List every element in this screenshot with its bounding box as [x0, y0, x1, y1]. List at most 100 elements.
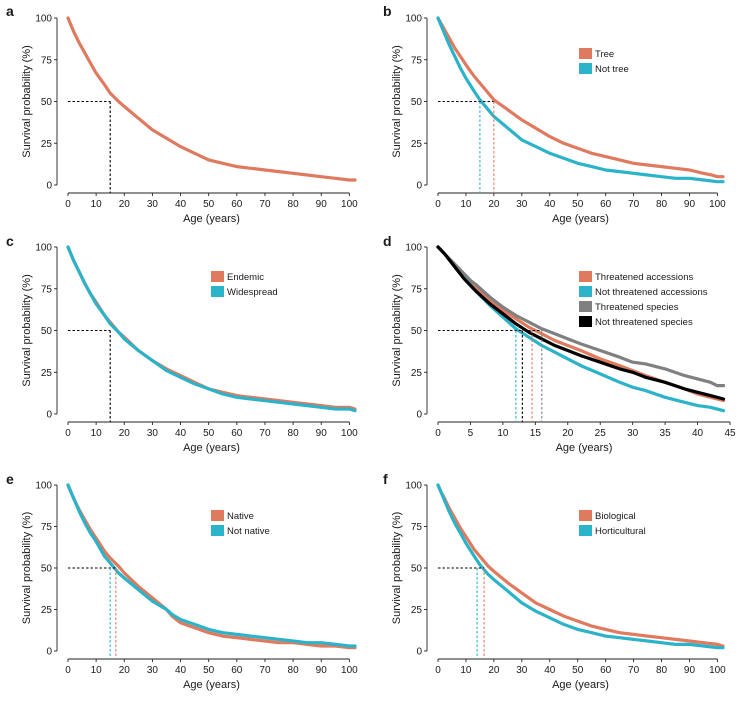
x-tick-label: 20 — [488, 665, 500, 676]
x-tick-label: 50 — [572, 665, 584, 676]
y-tick-label: 50 — [411, 564, 423, 575]
legend-label: Endemic — [227, 272, 264, 283]
legend: Biological Horticultural — [579, 510, 646, 537]
legend-swatch — [211, 271, 224, 282]
y-tick-label: 0 — [416, 181, 422, 192]
x-tick-label: 90 — [684, 199, 696, 210]
x-tick-label: 50 — [203, 428, 215, 439]
panel-d: d 0 5 10 15 20 25 30 35 40 45 0 25 50 75 100 Age (years)… — [383, 233, 736, 454]
legend: Tree Not tree — [579, 48, 629, 75]
x-axis-title: Age (years) — [556, 442, 613, 454]
x-tick-label: 70 — [628, 665, 640, 676]
x-tick-label: 30 — [516, 665, 528, 676]
x-tick-label: 100 — [341, 199, 358, 210]
x-tick-label: 70 — [259, 428, 271, 439]
legend-swatch — [211, 525, 224, 536]
y-tick-label: 0 — [416, 647, 422, 658]
legend-swatch — [579, 316, 592, 327]
y-tick-label: 25 — [411, 605, 423, 616]
series-line-not-threatened-species — [436, 245, 726, 401]
legend-swatch — [579, 510, 592, 521]
y-tick-label: 100 — [405, 14, 422, 25]
y-tick-label: 25 — [41, 605, 53, 616]
x-tick-label: 40 — [175, 428, 187, 439]
y-tick-label: 0 — [46, 410, 52, 421]
x-axis-title: Age (years) — [552, 679, 609, 691]
legend-swatch — [211, 510, 224, 521]
x-tick-label: 0 — [435, 199, 441, 210]
y-tick-label: 75 — [41, 284, 53, 295]
x-tick-label: 10 — [497, 428, 509, 439]
legend-swatch — [211, 286, 224, 297]
x-tick-label: 10 — [91, 665, 103, 676]
x-tick-label: 20 — [119, 199, 131, 210]
y-axis-title: Survival probability (%) — [21, 45, 33, 157]
legend-swatch — [579, 286, 592, 297]
y-tick-label: 100 — [405, 243, 422, 254]
legend-swatch — [579, 301, 592, 312]
legend-swatch — [579, 525, 592, 536]
y-tick-label: 50 — [41, 326, 53, 337]
x-tick-label: 0 — [435, 665, 441, 676]
legend: Native Not native — [211, 510, 270, 537]
x-tick-label: 100 — [341, 428, 358, 439]
y-tick-label: 0 — [416, 410, 422, 421]
x-tick-label: 100 — [709, 199, 726, 210]
x-tick-label: 80 — [288, 665, 300, 676]
legend-label: Threatened accessions — [595, 272, 693, 283]
y-tick-label: 25 — [411, 139, 423, 150]
legend-swatch — [579, 48, 592, 59]
x-tick-label: 10 — [91, 199, 103, 210]
x-tick-label: 40 — [544, 199, 556, 210]
y-axis-title: Survival probability (%) — [21, 274, 33, 386]
x-tick-label: 60 — [231, 199, 243, 210]
legend-label: Biological — [595, 511, 636, 522]
legend-swatch — [579, 271, 592, 282]
x-tick-label: 20 — [119, 428, 131, 439]
y-tick-label: 75 — [411, 284, 423, 295]
panel-letter: d — [383, 233, 392, 249]
x-tick-label: 50 — [203, 199, 215, 210]
x-tick-label: 90 — [316, 428, 328, 439]
x-tick-label: 80 — [288, 428, 300, 439]
x-tick-label: 30 — [627, 428, 639, 439]
panel-letter: c — [6, 233, 14, 249]
panel-letter: f — [383, 471, 388, 487]
legend-label: Not threatened species — [595, 317, 693, 328]
legend-label: Not threatened accessions — [595, 287, 708, 298]
x-tick-label: 5 — [468, 428, 474, 439]
y-tick-label: 100 — [35, 243, 52, 254]
x-tick-label: 30 — [147, 428, 159, 439]
y-tick-label: 75 — [41, 55, 53, 66]
legend-label: Horticultural — [595, 526, 646, 537]
x-tick-label: 40 — [175, 199, 187, 210]
y-tick-label: 75 — [411, 522, 423, 533]
x-tick-label: 100 — [341, 665, 358, 676]
legend-label: Native — [227, 511, 254, 522]
series-line-biological — [436, 483, 725, 648]
panel-a: a 0 10 20 30 40 50 60 70 80 90 100 0 25 50 75 100 Age (ye… — [6, 3, 358, 225]
x-axis-title: Age (years) — [552, 213, 609, 225]
x-tick-label: 45 — [724, 428, 736, 439]
x-tick-label: 60 — [600, 665, 612, 676]
y-tick-label: 100 — [35, 481, 52, 492]
y-tick-label: 25 — [41, 368, 53, 379]
legend-label: Widespread — [227, 287, 278, 298]
x-tick-label: 70 — [259, 665, 271, 676]
x-tick-label: 0 — [65, 665, 71, 676]
x-tick-label: 70 — [628, 199, 640, 210]
y-tick-label: 50 — [41, 97, 53, 108]
x-tick-label: 20 — [119, 665, 131, 676]
x-tick-label: 40 — [175, 665, 187, 676]
y-tick-label: 25 — [411, 368, 423, 379]
legend-label: Not tree — [595, 64, 629, 75]
x-tick-label: 30 — [147, 199, 159, 210]
y-axis-title: Survival probability (%) — [21, 512, 33, 624]
x-tick-label: 100 — [709, 665, 726, 676]
x-tick-label: 15 — [530, 428, 542, 439]
x-tick-label: 90 — [684, 665, 696, 676]
y-tick-label: 50 — [411, 326, 423, 337]
y-tick-label: 100 — [35, 14, 52, 25]
legend-label: Not native — [227, 526, 270, 537]
series-line-horticultural — [436, 483, 725, 650]
